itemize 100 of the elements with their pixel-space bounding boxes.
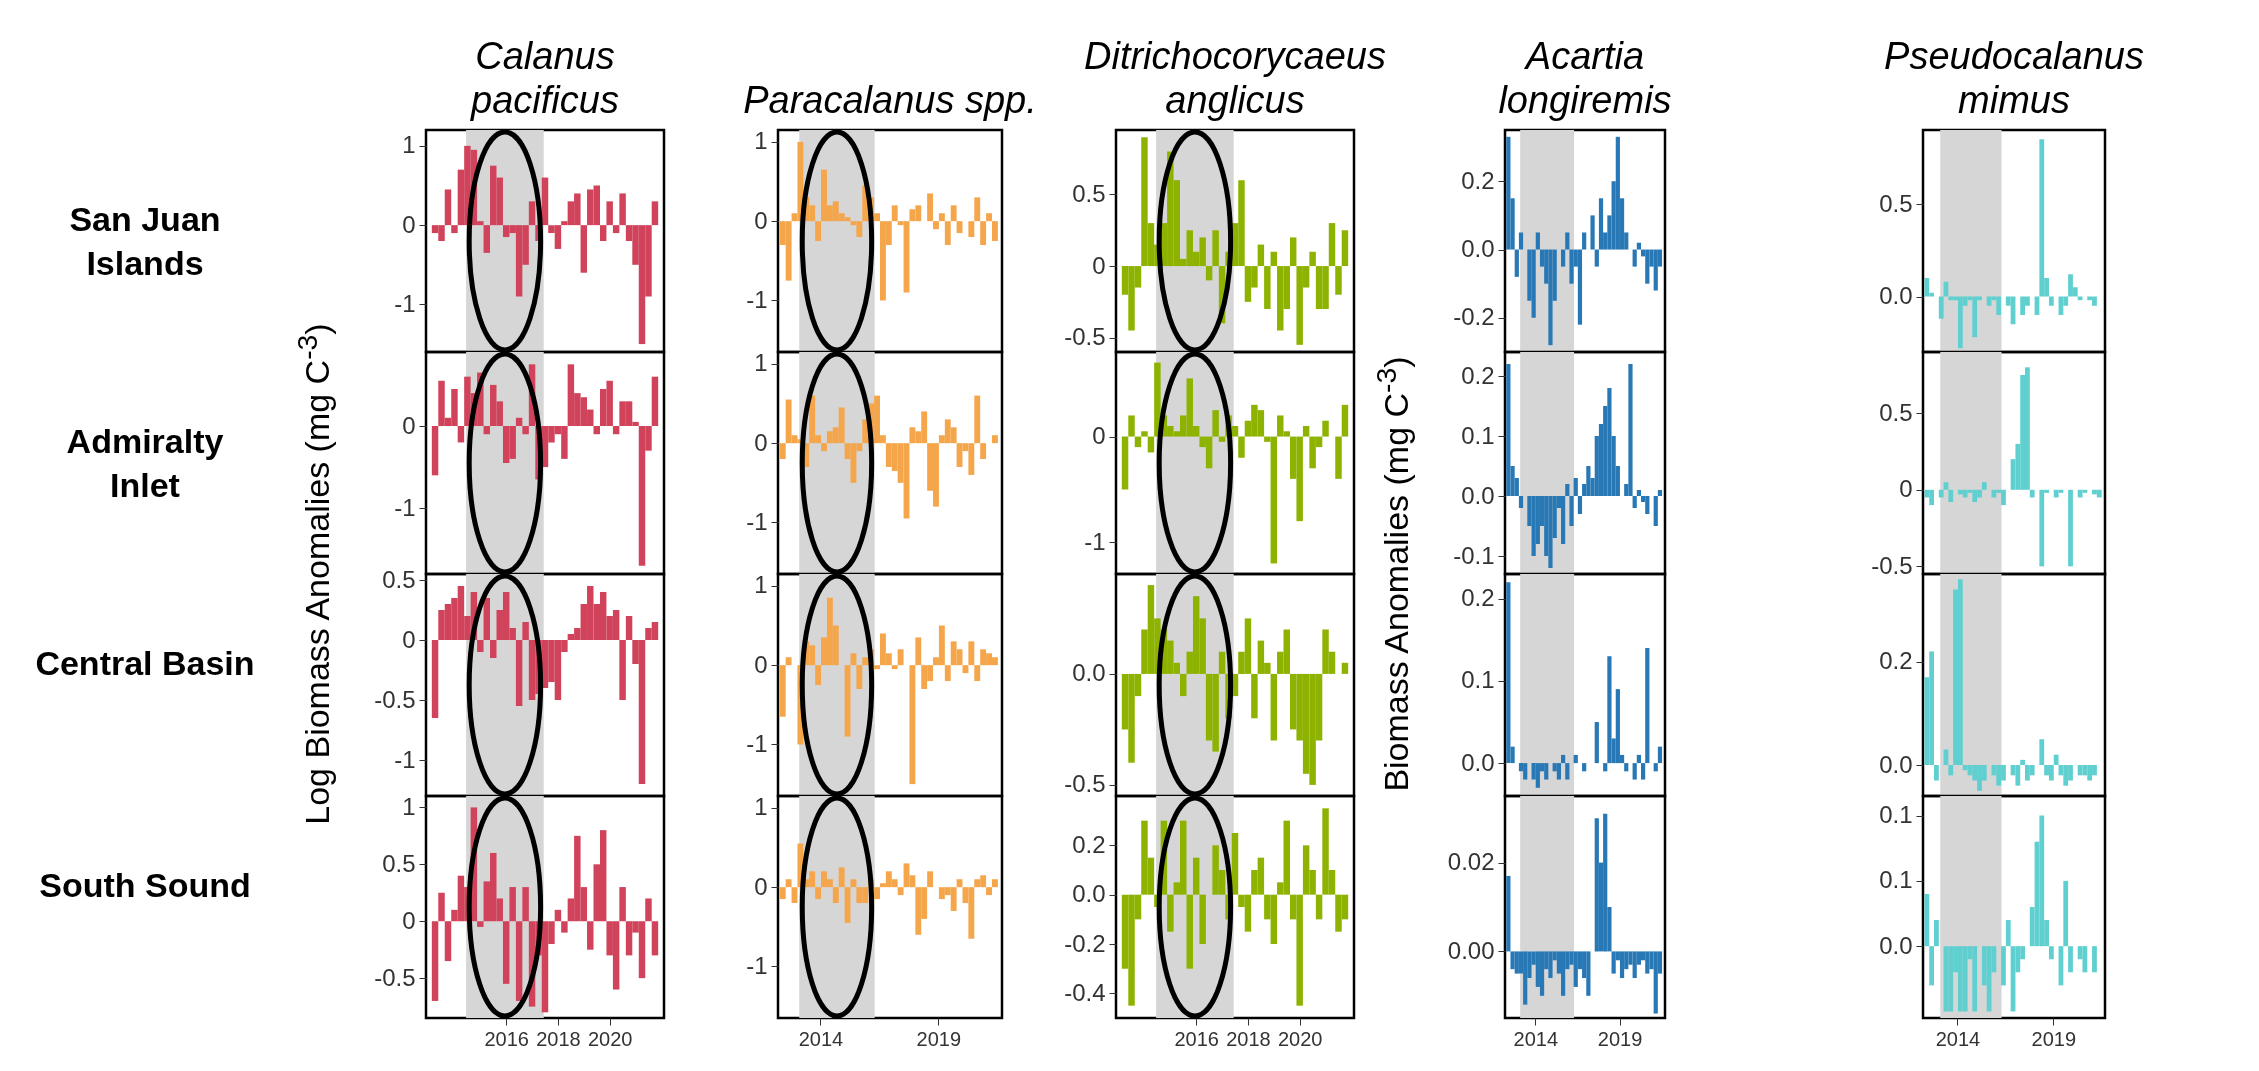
bar [1607, 388, 1612, 496]
y-tick-label: 0 [754, 428, 768, 456]
bar [779, 443, 786, 460]
bar [1657, 746, 1663, 764]
bar [897, 887, 904, 896]
y-tick-label: -1 [746, 951, 768, 979]
bar [2020, 759, 2026, 766]
bar [1556, 763, 1561, 780]
bar [974, 395, 981, 444]
y-tick-label: 0.0 [1461, 481, 1495, 509]
x-tick-label: 2016 [484, 1027, 529, 1050]
y-tick-label: 0.0 [1072, 880, 1106, 908]
bar [1934, 765, 1939, 781]
bar [1341, 230, 1349, 267]
bar [991, 879, 998, 888]
bar [1141, 431, 1148, 437]
bar [612, 426, 620, 435]
bar [1653, 951, 1658, 1014]
y-tick-label: 0.2 [1461, 584, 1495, 612]
bar [1586, 951, 1591, 996]
bar [897, 649, 904, 666]
bar [1657, 490, 1663, 496]
bar [1535, 232, 1540, 250]
bar [1270, 673, 1278, 741]
x-tick-label: 2016 [1174, 1027, 1219, 1050]
chart-title: Calanus pacificus [469, 34, 620, 122]
bar [651, 921, 659, 956]
bar [1218, 651, 1226, 674]
bar [2039, 489, 2045, 567]
y-tick-label: -1 [746, 507, 768, 535]
bar [956, 221, 963, 234]
y-tick-label: 1 [402, 792, 416, 820]
y-tick-label: 0 [754, 650, 768, 678]
bar [2096, 489, 2102, 498]
bar [625, 616, 633, 640]
bar [1636, 754, 1641, 764]
x-tick-label: 2018 [1226, 1027, 1271, 1050]
bar [1548, 249, 1553, 346]
y-tick-label: 0 [754, 206, 768, 234]
bar [2092, 946, 2097, 973]
bar [986, 213, 992, 222]
bar [2048, 296, 2054, 306]
bar [1270, 251, 1278, 267]
bar [1289, 237, 1297, 267]
bar [522, 622, 529, 640]
y-tick-label: 0.5 [382, 849, 416, 877]
bar [1257, 244, 1265, 267]
bar [1636, 490, 1641, 496]
bar [1972, 296, 1978, 338]
bar [1611, 951, 1616, 974]
y-tick-label: 0.1 [1879, 866, 1913, 894]
y-tick-label: 0.0 [1879, 931, 1913, 959]
x-tick-label: 2014 [798, 1027, 844, 1050]
bar [844, 665, 851, 737]
bar [2005, 920, 2011, 947]
bar [815, 665, 822, 685]
bar [1535, 763, 1540, 788]
bar [1924, 893, 1930, 947]
y-tick-label: -0.4 [1064, 978, 1106, 1006]
bar [832, 887, 839, 904]
bar [991, 221, 998, 241]
y-tick-label: -0.5 [374, 963, 416, 991]
bar [968, 641, 975, 666]
bar [1335, 266, 1342, 295]
bar [1603, 813, 1608, 952]
x-tick-label: 2020 [587, 1027, 633, 1050]
y-tick-label: 0.0 [1879, 282, 1913, 309]
bar [1645, 496, 1650, 514]
bar [502, 921, 510, 984]
bar [483, 426, 491, 435]
bar [1577, 496, 1583, 514]
bar [606, 201, 613, 226]
bar [944, 665, 951, 682]
bar [1948, 765, 1954, 776]
bar [909, 665, 916, 785]
x-tick-label: 2020 [1277, 1027, 1323, 1050]
bar [1506, 582, 1511, 764]
x-tick-label: 2019 [2031, 1027, 2077, 1050]
bar [1315, 894, 1323, 920]
bar [1938, 489, 1944, 498]
bar [968, 221, 975, 238]
bar [933, 221, 939, 230]
bar [874, 665, 880, 670]
bar [1582, 763, 1587, 772]
bar [938, 213, 945, 222]
bar [1632, 763, 1637, 780]
bar [1510, 951, 1515, 970]
bar [809, 645, 816, 666]
bar [1565, 484, 1570, 496]
bar [522, 426, 529, 435]
y-tick-label: -1 [394, 745, 416, 773]
x-tick-label: 2018 [536, 1027, 581, 1050]
bar [1607, 656, 1612, 764]
bar [1569, 249, 1574, 284]
y-tick-label: 0.0 [1461, 748, 1495, 776]
y-tick-label: 0.02 [1447, 848, 1495, 876]
bar [1573, 754, 1578, 764]
bar [1948, 946, 1954, 1012]
bar [974, 665, 981, 682]
x-tick-label: 2019 [916, 1027, 962, 1050]
